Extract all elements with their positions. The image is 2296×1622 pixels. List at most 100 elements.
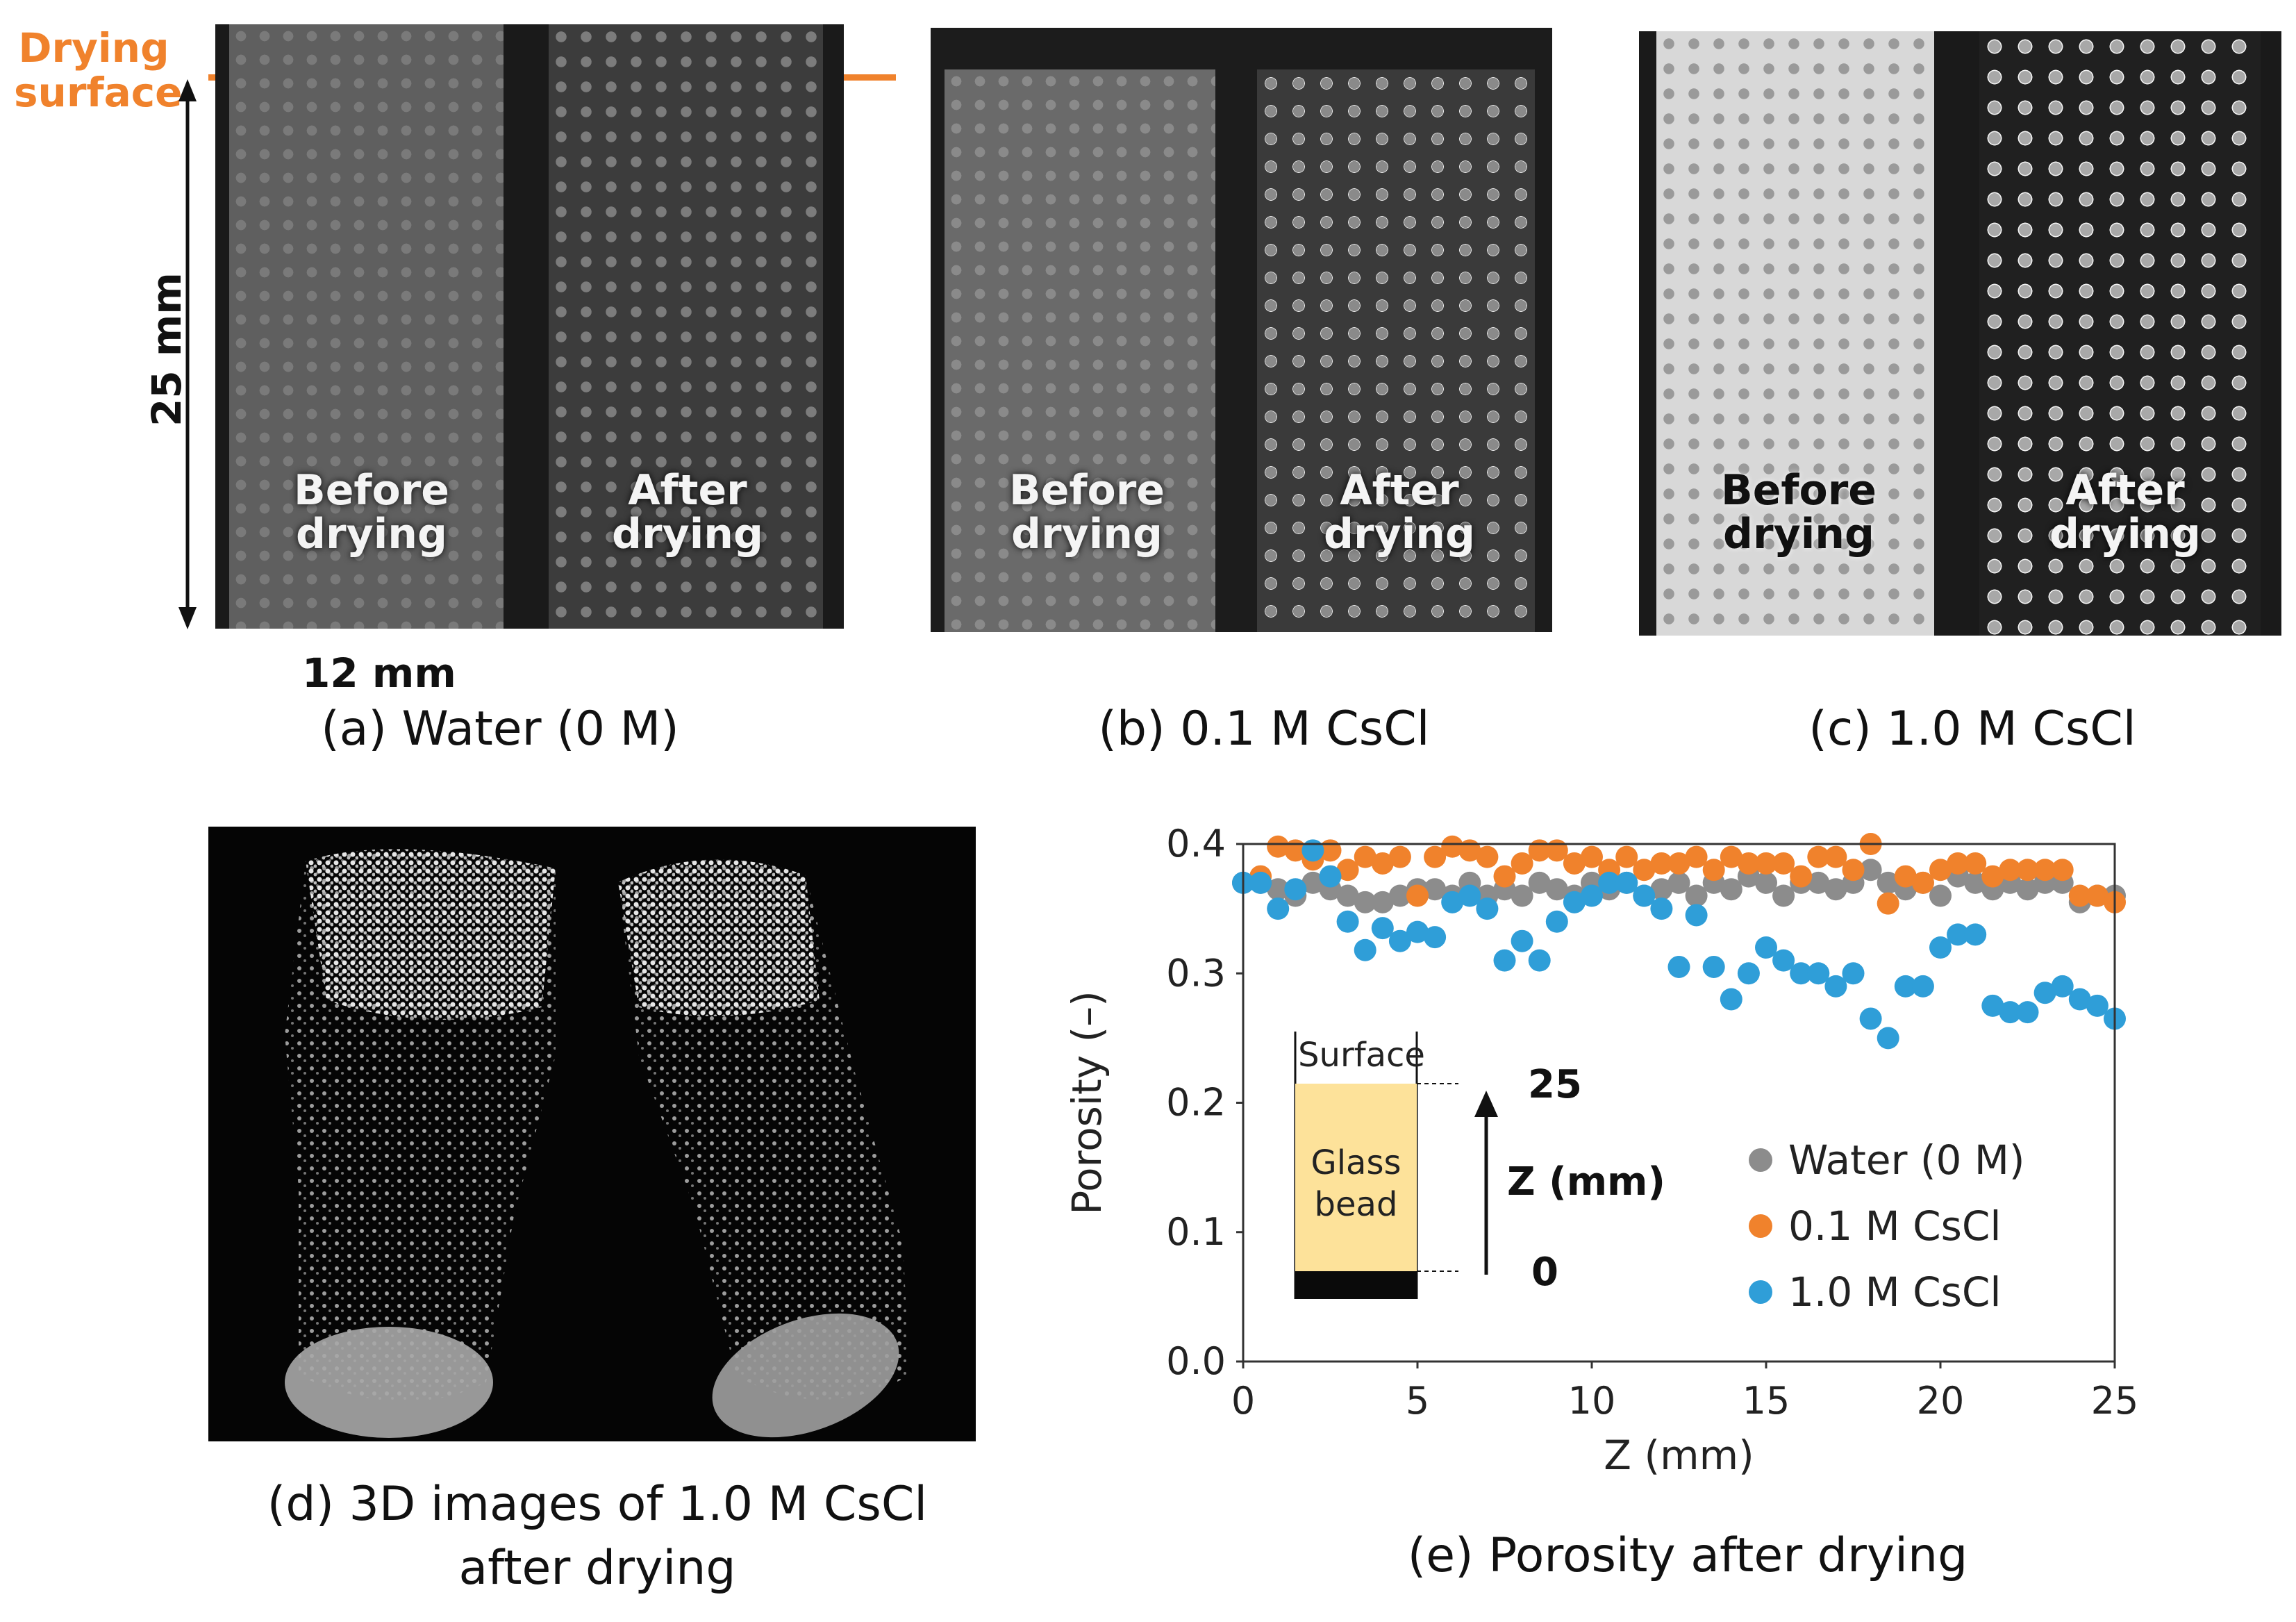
data-point bbox=[1929, 859, 1952, 882]
data-point bbox=[1528, 871, 1551, 894]
data-point bbox=[1336, 859, 1359, 882]
legend-marker bbox=[1749, 1280, 1772, 1304]
data-point bbox=[1563, 852, 1586, 875]
caption-b: (b) 0.1 M CsCl bbox=[1098, 702, 1430, 756]
data-point bbox=[1807, 845, 1830, 868]
data-point bbox=[1859, 1007, 1882, 1030]
caption-d-line2: after drying bbox=[458, 1540, 736, 1596]
y-tick-label: 0.2 bbox=[1166, 1081, 1226, 1125]
render-3d-panel bbox=[208, 827, 976, 1441]
inset-z-label: Z (mm) bbox=[1507, 1159, 1665, 1205]
data-point bbox=[1842, 859, 1865, 882]
data-point bbox=[1929, 936, 1952, 959]
data-point bbox=[1981, 865, 2004, 888]
data-point bbox=[1667, 852, 1690, 875]
data-point bbox=[1685, 904, 1708, 927]
data-point bbox=[1319, 865, 1342, 888]
data-point bbox=[2033, 982, 2056, 1004]
y-tick-label: 0.4 bbox=[1166, 822, 1226, 866]
ct-before-cscl-01 bbox=[945, 69, 1215, 632]
legend-label: 0.1 M CsCl bbox=[1788, 1202, 2001, 1250]
y-tick-label: 0.3 bbox=[1166, 951, 1226, 995]
data-point bbox=[1947, 852, 1970, 875]
data-point bbox=[1667, 955, 1690, 978]
data-point bbox=[1441, 891, 1464, 913]
x-tick-label: 10 bbox=[1568, 1379, 1616, 1423]
data-point bbox=[1720, 845, 1742, 868]
data-point bbox=[1824, 878, 1847, 901]
inset-bead-label-1: Glass bbox=[1311, 1143, 1401, 1182]
data-point bbox=[1947, 923, 1970, 946]
data-point bbox=[1336, 910, 1359, 933]
data-point bbox=[1371, 917, 1394, 940]
inset-arrow-head bbox=[1474, 1091, 1498, 1117]
data-point bbox=[1685, 845, 1708, 868]
data-point bbox=[1354, 891, 1376, 913]
data-point bbox=[1911, 871, 1934, 894]
data-point bbox=[1877, 871, 1899, 894]
caption-d-line1: (d) 3D images of 1.0 M CsCl bbox=[267, 1477, 928, 1532]
data-point bbox=[1964, 871, 1987, 894]
y-tick-label: 0.1 bbox=[1166, 1210, 1226, 1254]
ct-after-water bbox=[549, 24, 823, 629]
data-point bbox=[1493, 865, 1516, 888]
data-point bbox=[1249, 871, 1272, 894]
data-point bbox=[1301, 871, 1324, 894]
data-point bbox=[1667, 871, 1690, 894]
data-point bbox=[1650, 878, 1673, 901]
data-point bbox=[1493, 949, 1516, 972]
drying-surface-text: Drying surface bbox=[14, 24, 183, 116]
inset-surface-label: Surface bbox=[1298, 1036, 1425, 1075]
data-point bbox=[1807, 962, 1830, 985]
ct-panel-cscl-10: Before drying After drying bbox=[1639, 31, 2281, 636]
data-point bbox=[2033, 859, 2056, 882]
porosity-chart: 0 5 10 15 20 25 0.0 0.1 0.2 0.3 0.4 Z (mm) Porosity … bbox=[1028, 785, 2278, 1619]
legend-marker bbox=[1749, 1214, 1772, 1238]
data-point bbox=[1336, 884, 1359, 907]
data-point bbox=[2068, 884, 2091, 907]
data-point bbox=[1964, 923, 1987, 946]
y-tick-label: 0.0 bbox=[1166, 1339, 1226, 1383]
data-point bbox=[1371, 852, 1394, 875]
data-point bbox=[1406, 920, 1429, 943]
data-point bbox=[1755, 936, 1777, 959]
chart-background bbox=[1028, 785, 2278, 1619]
data-point bbox=[1545, 878, 1568, 901]
data-point bbox=[1824, 845, 1847, 868]
data-point bbox=[1388, 929, 1411, 952]
series-2 bbox=[1232, 839, 2126, 1050]
data-point bbox=[1388, 845, 1411, 868]
height-arrow bbox=[178, 79, 197, 629]
after-label-cscl-01: After drying bbox=[1324, 466, 1475, 558]
data-point bbox=[1424, 845, 1447, 868]
data-point bbox=[1476, 897, 1499, 920]
y-axis-title: Porosity (–) bbox=[1063, 991, 1110, 1215]
data-point bbox=[1929, 884, 1952, 907]
data-point bbox=[1842, 962, 1865, 985]
caption-e: (e) Porosity after drying bbox=[1407, 1528, 1968, 1583]
legend-marker bbox=[1749, 1148, 1772, 1172]
data-point bbox=[1702, 955, 1725, 978]
data-point bbox=[2051, 859, 2074, 882]
data-point bbox=[1650, 852, 1673, 875]
data-point bbox=[1755, 852, 1777, 875]
data-point bbox=[1388, 884, 1411, 907]
data-point bbox=[1267, 897, 1290, 920]
ct-before-cscl-10 bbox=[1656, 31, 1934, 636]
data-point bbox=[1406, 884, 1429, 907]
data-point bbox=[1354, 938, 1376, 961]
inset-bead-label-2: bead bbox=[1315, 1185, 1398, 1224]
data-point bbox=[2016, 878, 2039, 901]
data-point bbox=[1911, 975, 1934, 998]
data-point bbox=[1511, 929, 1533, 952]
data-point bbox=[1511, 852, 1533, 875]
data-point bbox=[1476, 845, 1499, 868]
data-point bbox=[1267, 835, 1290, 858]
data-point bbox=[1894, 975, 1917, 998]
render-3d-graphic bbox=[285, 849, 910, 1438]
data-point bbox=[1633, 884, 1656, 907]
data-point bbox=[1807, 871, 1830, 894]
data-point bbox=[1772, 949, 1795, 972]
x-tick-label: 5 bbox=[1406, 1379, 1429, 1423]
